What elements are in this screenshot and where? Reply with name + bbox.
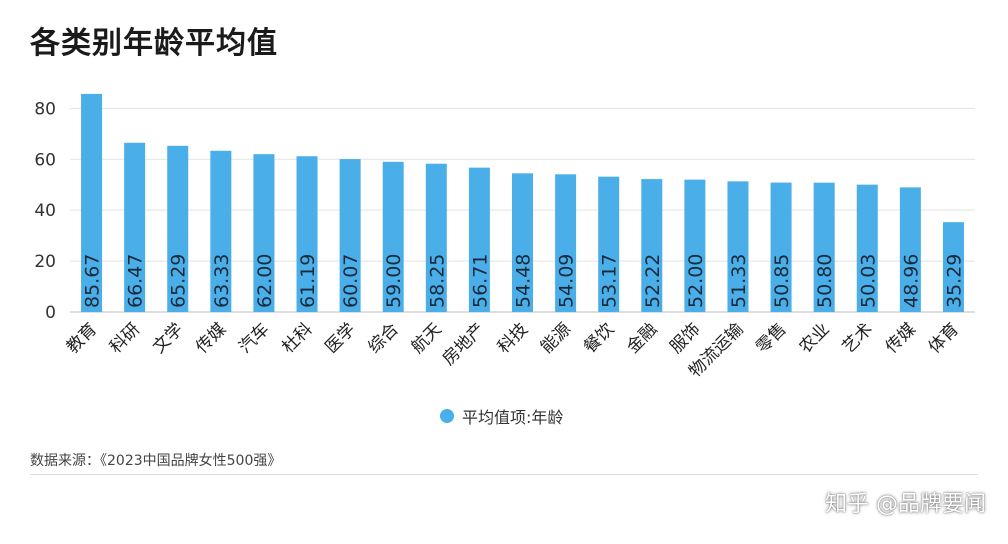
category-label: 金融 [623, 319, 661, 357]
bar-value-label: 54.48 [513, 254, 535, 308]
bar [727, 181, 749, 312]
category-label: 航天 [408, 319, 446, 357]
y-tick-label: 20 [34, 252, 56, 272]
bar [684, 179, 706, 312]
bar-value-label: 58.25 [426, 254, 448, 308]
legend-label: 平均值项:年龄 [462, 408, 564, 427]
category-label: 医学 [321, 319, 359, 357]
bar-value-label: 60.07 [340, 254, 362, 308]
category-label: 传媒 [192, 319, 230, 357]
category-label: 汽车 [235, 319, 273, 357]
y-tick-label: 40 [34, 201, 56, 221]
bar [425, 163, 447, 312]
bar-value-label: 65.29 [168, 254, 190, 308]
bar [813, 182, 835, 312]
bar [253, 154, 275, 312]
bar-value-label: 59.00 [383, 254, 405, 308]
bar [899, 187, 921, 312]
category-label: 餐饮 [580, 319, 618, 357]
bar-value-label: 52.22 [642, 254, 664, 308]
bar-value-label: 51.33 [728, 254, 750, 308]
y-tick-label: 0 [45, 303, 56, 323]
bar-value-label: 61.19 [297, 254, 319, 308]
bar [512, 173, 533, 312]
bar [296, 156, 318, 312]
bar-value-label: 50.85 [771, 254, 793, 308]
watermark: 知乎 @品牌要闻 [825, 492, 986, 517]
category-label: 体育 [925, 319, 963, 357]
bar [81, 93, 103, 312]
bar-value-label: 52.00 [685, 254, 707, 308]
category-label: 综合 [365, 319, 403, 357]
bar [468, 167, 490, 312]
bar-value-label: 62.00 [254, 254, 276, 308]
chart-title: 各类别年龄平均值 [30, 26, 278, 61]
bar [555, 174, 577, 312]
category-label: 农业 [796, 319, 834, 357]
data-source-note: 数据来源：《2023中国品牌女性500强》 [30, 453, 282, 469]
bar [382, 161, 404, 312]
bar-value-label: 35.29 [943, 254, 965, 308]
category-label: 房地产 [439, 319, 489, 369]
bar-value-label: 85.67 [82, 254, 104, 308]
bar-chart: 0 20 40 60 80 85.67 教育 66.47 科研 65.29 文学 63.33 传媒 62.… [34, 93, 975, 382]
legend: 平均值项:年龄 [440, 404, 563, 428]
bar-value-label: 50.80 [814, 254, 836, 308]
category-label: 能源 [537, 319, 575, 357]
category-label: 零售 [752, 319, 790, 357]
category-label: 科技 [494, 319, 532, 357]
bar-value-label: 56.71 [469, 254, 491, 308]
y-tick-label: 80 [34, 99, 56, 119]
category-label: 传媒 [882, 319, 920, 357]
legend-swatch [440, 409, 454, 423]
bar-value-label: 50.03 [857, 254, 879, 308]
bar-value-label: 66.47 [125, 254, 147, 308]
bar [598, 176, 620, 312]
category-label: 教育 [63, 319, 101, 357]
bar [770, 182, 792, 312]
bar [856, 184, 878, 312]
bar [167, 145, 189, 312]
y-tick-label: 60 [34, 150, 56, 170]
category-label: 服饰 [666, 319, 704, 357]
bar [339, 159, 361, 312]
bar [124, 142, 146, 312]
bar [210, 150, 232, 312]
category-label: 文学 [149, 319, 187, 357]
category-label: 艺术 [839, 319, 877, 357]
bar-value-label: 54.09 [556, 254, 578, 308]
category-label: 杜科 [278, 319, 316, 357]
bar-value-label: 53.17 [599, 254, 621, 308]
bar-value-label: 63.33 [211, 254, 233, 308]
divider [30, 474, 978, 475]
bar [641, 179, 663, 312]
category-label: 科研 [106, 319, 144, 357]
bar-value-label: 48.96 [900, 254, 922, 308]
bar [942, 222, 964, 312]
